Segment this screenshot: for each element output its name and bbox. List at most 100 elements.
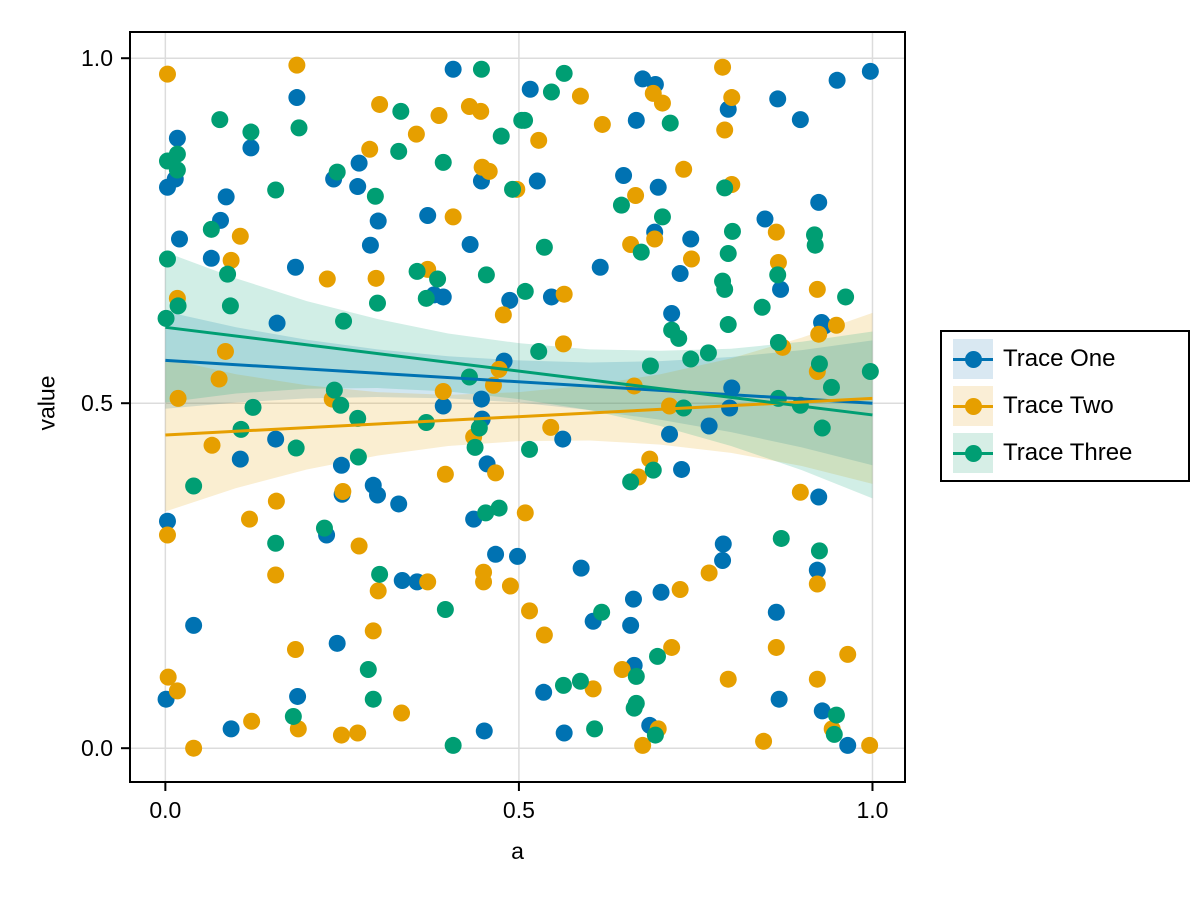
- scatter-point-trace-two: [243, 712, 261, 730]
- scatter-point-trace-one: [714, 535, 732, 553]
- scatter-point-trace-three: [290, 119, 308, 137]
- fit-line-trace-two: [165, 396, 873, 437]
- scatter-point-trace-one: [350, 154, 368, 172]
- scatter-point-trace-one: [714, 552, 732, 570]
- scatter-point-trace-one: [390, 495, 408, 513]
- scatter-point-trace-two: [216, 342, 234, 360]
- scatter-point-trace-two: [361, 140, 379, 158]
- scatter-point-trace-two: [185, 739, 203, 757]
- scatter-point-trace-one: [419, 207, 437, 225]
- scatter-point-trace-two: [419, 573, 437, 591]
- scatter-point-trace-three: [719, 244, 737, 262]
- scatter-point-trace-one: [756, 210, 774, 228]
- scatter-point-trace-three: [436, 601, 454, 619]
- scatter-point-trace-three: [477, 504, 495, 522]
- scatter-point-trace-three: [368, 294, 386, 312]
- scatter-point-trace-two: [663, 638, 681, 656]
- scatter-point-trace-two: [407, 125, 425, 143]
- scatter-point-trace-three: [158, 250, 176, 268]
- scatter-point-trace-two: [169, 389, 187, 407]
- scatter-point-trace-one: [861, 62, 879, 80]
- scatter-point-trace-three: [699, 344, 717, 362]
- scatter-point-trace-three: [390, 142, 408, 160]
- scatter-point-trace-two: [755, 732, 773, 750]
- scatter-point-trace-three: [211, 111, 229, 129]
- scatter-point-trace-one: [535, 683, 553, 701]
- scatter-point-trace-one: [361, 236, 379, 254]
- scatter-point-trace-two: [501, 577, 519, 595]
- scatter-point-trace-two: [210, 370, 228, 388]
- scatter-point-trace-two: [839, 645, 857, 663]
- scatter-point-trace-two: [436, 465, 454, 483]
- scatter-point-trace-one: [649, 178, 667, 196]
- scatter-point-trace-three: [586, 720, 604, 738]
- scatter-point-trace-one: [810, 193, 828, 211]
- scatter-point-trace-two: [241, 510, 259, 528]
- scatter-point-trace-one: [202, 249, 220, 267]
- scatter-point-trace-two: [646, 230, 664, 248]
- legend-row: Trace Two: [953, 386, 1188, 426]
- scatter-point-trace-one: [769, 90, 787, 108]
- scatter-point-trace-one: [767, 603, 785, 621]
- scatter-point-trace-three: [244, 398, 262, 416]
- scatter-point-trace-one: [393, 572, 411, 590]
- scatter-point-trace-three: [825, 725, 843, 743]
- scatter-point-trace-two: [861, 736, 879, 754]
- scatter-point-trace-three: [185, 477, 203, 495]
- scatter-point-trace-one: [170, 230, 188, 248]
- scatter-point-trace-two: [555, 285, 573, 303]
- scatter-point-trace-three: [653, 208, 671, 226]
- scatter-point-trace-three: [219, 265, 237, 283]
- y-tick-label: 1.0: [81, 45, 113, 71]
- legend-label: Trace Three: [1003, 439, 1133, 466]
- scatter-point-trace-three: [632, 243, 650, 261]
- scatter-point-trace-two: [542, 418, 560, 436]
- scatter-point-trace-two: [267, 492, 285, 510]
- scatter-point-trace-two: [168, 682, 186, 700]
- scatter-point-trace-one: [434, 288, 452, 306]
- scatter-point-trace-three: [555, 64, 573, 82]
- scatter-point-trace-one: [591, 258, 609, 276]
- scatter-point-trace-three: [267, 181, 285, 199]
- scatter-point-trace-one: [217, 188, 235, 206]
- scatter-point-trace-three: [466, 438, 484, 456]
- scatter-point-trace-two: [700, 564, 718, 582]
- scatter-point-trace-three: [434, 153, 452, 171]
- scatter-point-trace-two: [475, 573, 493, 591]
- legend-swatch-trace-one: [953, 339, 993, 379]
- scatter-point-trace-one: [328, 634, 346, 652]
- scatter-point-trace-two: [627, 187, 645, 205]
- scatter-point-trace-one: [652, 583, 670, 601]
- scatter-point-trace-two: [769, 253, 787, 271]
- legend-label: Trace One: [1003, 345, 1116, 372]
- scatter-point-trace-two: [723, 89, 741, 107]
- scatter-point-trace-one: [461, 236, 479, 254]
- scatter-point-trace-two: [367, 269, 385, 287]
- scatter-point-trace-one: [721, 399, 739, 417]
- scatter-point-trace-two: [682, 250, 700, 268]
- y-axis-label: value: [33, 375, 60, 431]
- scatter-point-trace-three: [682, 350, 700, 368]
- scatter-point-trace-three: [810, 355, 828, 373]
- x-tick-label: 0.5: [503, 797, 535, 823]
- scatter-point-trace-one: [772, 280, 790, 298]
- scatter-point-trace-two: [675, 160, 693, 178]
- scatter-point-trace-one: [555, 724, 573, 742]
- scatter-point-trace-two: [535, 626, 553, 644]
- scatter-point-trace-two: [653, 94, 671, 112]
- scatter-point-trace-two: [494, 306, 512, 324]
- scatter-point-trace-one: [828, 71, 846, 89]
- scatter-point-trace-two: [521, 602, 539, 620]
- scatter-point-trace-two: [318, 270, 336, 288]
- scatter-point-trace-three: [408, 262, 426, 280]
- scatter-point-trace-one: [770, 690, 788, 708]
- scatter-point-trace-two: [430, 106, 448, 124]
- scatter-point-trace-two: [203, 436, 221, 454]
- scatter-point-trace-one: [509, 547, 526, 565]
- scatter-point-trace-two: [554, 335, 572, 353]
- scatter-point-trace-three: [535, 238, 553, 256]
- scatter-point-trace-two: [371, 95, 389, 113]
- scatter-point-trace-one: [682, 230, 700, 248]
- scatter-point-trace-two: [808, 670, 826, 688]
- scatter-point-trace-two: [267, 566, 285, 584]
